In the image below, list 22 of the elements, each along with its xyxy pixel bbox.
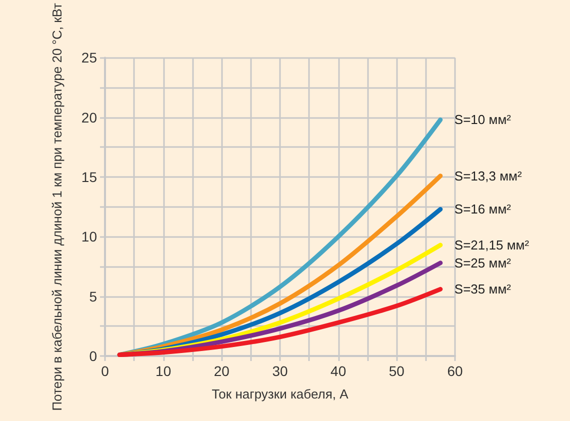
y-tick-label: 5 bbox=[89, 288, 98, 304]
x-tick-label: 40 bbox=[330, 363, 346, 379]
x-tick-label: 50 bbox=[388, 363, 405, 379]
x-tick-label: 20 bbox=[214, 363, 230, 379]
y-tick-label: 20 bbox=[81, 109, 98, 126]
x-tick-label: 0 bbox=[101, 363, 110, 379]
line-series bbox=[117, 286, 443, 358]
x-tick-label: 30 bbox=[272, 363, 288, 379]
y-tick-label: 10 bbox=[81, 228, 98, 245]
x-tick-label: 60 bbox=[447, 363, 463, 379]
x-axis-title: Ток нагрузки кабеля, А bbox=[212, 386, 349, 402]
series-label: S=16 мм² bbox=[454, 202, 512, 217]
series-label: S=21,15 мм² bbox=[454, 238, 530, 253]
y-tick-label: 15 bbox=[81, 169, 98, 186]
series-label: S=35 мм² bbox=[454, 282, 512, 297]
x-tick-label: 10 bbox=[156, 363, 172, 379]
y-tick-label: 25 bbox=[81, 50, 98, 66]
y-tick-label: 0 bbox=[89, 348, 98, 364]
series-label: S=25 мм² bbox=[454, 255, 512, 270]
y-axis-title: Потери в кабельной линии длиной 1 км при температуре 20 °C, кВт bbox=[50, 2, 64, 411]
series-label: S=10 мм² bbox=[454, 112, 512, 128]
series-label: S=13,3 мм² bbox=[454, 168, 522, 184]
